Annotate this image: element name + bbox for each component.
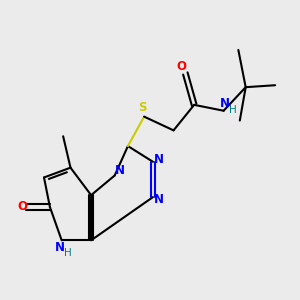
Text: N: N [154,193,164,206]
Text: N: N [115,164,125,177]
Text: H: H [64,248,72,258]
Text: O: O [17,200,27,213]
Text: N: N [220,97,230,110]
Text: H: H [229,105,236,115]
Text: S: S [138,101,147,115]
Text: N: N [55,241,65,254]
Text: N: N [154,153,164,166]
Text: O: O [177,60,187,73]
